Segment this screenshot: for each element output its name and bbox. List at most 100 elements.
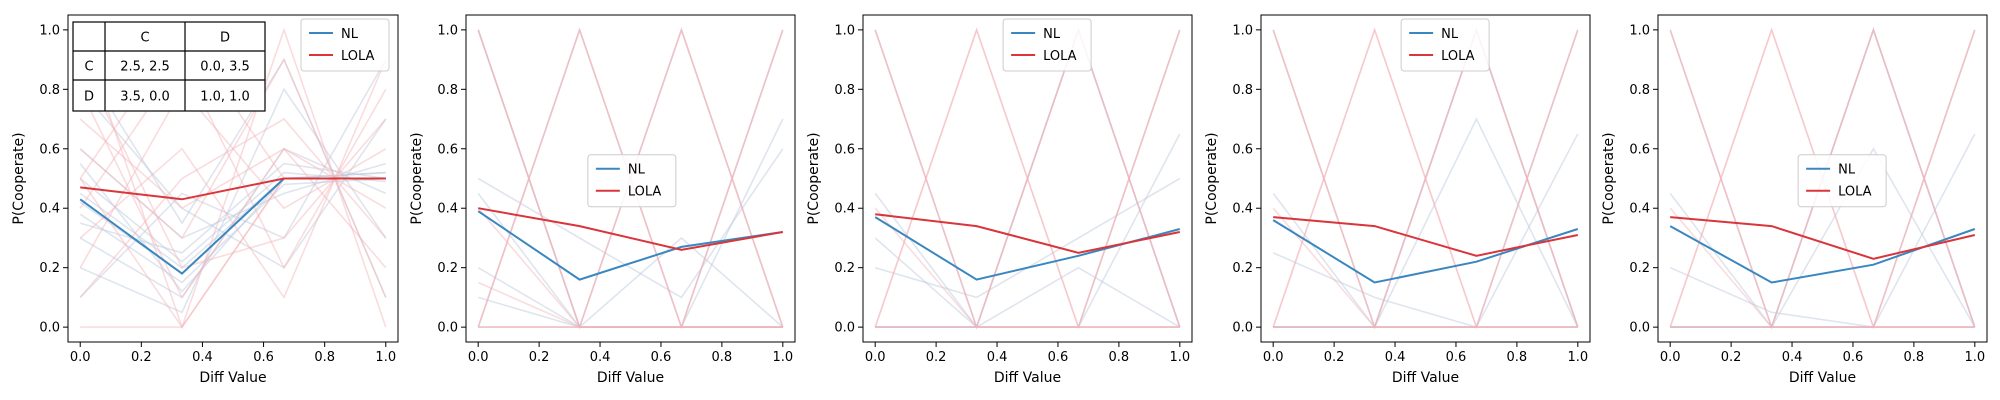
axes-frame bbox=[1260, 14, 1591, 343]
background-run-nl bbox=[874, 177, 1181, 299]
y-tick-label: 0.4 bbox=[437, 202, 458, 217]
x-axis-label: Diff Value bbox=[994, 370, 1061, 386]
x-tick-label: 0.2 bbox=[529, 350, 550, 365]
background-run-nl bbox=[477, 148, 784, 299]
payoff-table-header: D bbox=[220, 31, 230, 46]
background-run-nl bbox=[875, 29, 1181, 328]
background-run-lola bbox=[874, 207, 1180, 328]
legend-label-nl: NL bbox=[1441, 27, 1459, 42]
background-run-lola bbox=[874, 27, 1181, 330]
y-tick-label: 0.4 bbox=[1232, 202, 1253, 217]
axes-frame bbox=[1657, 14, 1988, 343]
legend: NL LOLA bbox=[587, 154, 677, 208]
x-tick-label: 0.2 bbox=[1324, 350, 1345, 365]
x-tick-label: 0.6 bbox=[1048, 350, 1069, 365]
legend-label-nl: NL bbox=[341, 27, 359, 42]
y-tick-label: 0.8 bbox=[834, 83, 855, 98]
background-run-lola bbox=[875, 29, 1181, 328]
x-tick-label: 1.0 bbox=[375, 350, 396, 365]
background-runs bbox=[1272, 27, 1579, 330]
background-run-nl bbox=[875, 133, 1181, 328]
legend-label-lola: LOLA bbox=[1838, 185, 1872, 200]
x-tick-label: 0.2 bbox=[926, 350, 947, 365]
x-tick-label: 1.0 bbox=[772, 350, 793, 365]
payoff-table-cell: 3.5, 0.0 bbox=[120, 90, 170, 105]
x-tick-label: 0.2 bbox=[131, 350, 152, 365]
y-tick-label: 1.0 bbox=[39, 23, 60, 38]
y-tick-label: 0.0 bbox=[1232, 321, 1253, 336]
background-run-nl bbox=[1670, 147, 1976, 328]
x-tick-label: 0.0 bbox=[70, 350, 91, 365]
chart-panel-3: 0.0 0.2 0.4 0.6 0.8 1.0 0.0 0.2 0.4 0.6 0.8 1.0 Diff… bbox=[806, 14, 1193, 386]
y-tick-label: 0.8 bbox=[1629, 83, 1650, 98]
x-tick-label: 0.4 bbox=[1385, 350, 1406, 365]
y-axis-label: P(Cooperate) bbox=[409, 132, 425, 224]
series-line-lola bbox=[875, 213, 1181, 254]
y-tick-label: 1.0 bbox=[437, 23, 458, 38]
y-tick-label: 0.0 bbox=[1629, 321, 1650, 336]
x-tick-label: 0.8 bbox=[1904, 350, 1925, 365]
background-run-nl bbox=[1669, 192, 1975, 328]
chart-panel-2: 0.0 0.2 0.4 0.6 0.8 1.0 0.0 0.2 0.4 0.6 0.8 1.0 Diff… bbox=[409, 14, 796, 386]
y-tick-label: 0.2 bbox=[437, 261, 458, 276]
x-axis-label: Diff Value bbox=[199, 370, 266, 386]
background-run-nl bbox=[79, 88, 387, 269]
background-run-lola bbox=[1670, 29, 1976, 328]
background-run-nl bbox=[874, 237, 1181, 329]
background-run-lola bbox=[477, 29, 783, 328]
background-run-nl bbox=[79, 171, 386, 269]
background-run-nl bbox=[478, 118, 784, 328]
chart-panel-4: 0.0 0.2 0.4 0.6 0.8 1.0 0.0 0.2 0.4 0.6 0.8 1.0 Diff… bbox=[1204, 14, 1591, 386]
payoff-table-cell: 2.5, 2.5 bbox=[120, 60, 170, 75]
legend-label-lola: LOLA bbox=[1441, 49, 1475, 64]
background-run-nl bbox=[477, 236, 784, 328]
background-run-lola bbox=[477, 207, 783, 328]
legend: NL LOLA bbox=[300, 18, 390, 72]
x-tick-label: 1.0 bbox=[1964, 350, 1985, 365]
y-axis-label: P(Cooperate) bbox=[1601, 132, 1617, 224]
y-tick-label: 1.0 bbox=[834, 23, 855, 38]
chart-panel-1: 0.0 0.2 0.4 0.6 0.8 1.0 0.0 0.2 0.4 0.6 0.8 1.0 Diff… bbox=[11, 14, 399, 386]
legend-label-nl: NL bbox=[1838, 163, 1856, 178]
background-run-nl bbox=[477, 29, 784, 328]
y-tick-label: 0.8 bbox=[1232, 83, 1253, 98]
y-axis-label: P(Cooperate) bbox=[1204, 132, 1220, 224]
background-run-nl bbox=[1273, 29, 1579, 328]
y-tick-label: 0.8 bbox=[437, 83, 458, 98]
series-line-lola bbox=[1670, 216, 1976, 260]
background-run-nl bbox=[874, 27, 1181, 330]
axes-frame bbox=[465, 14, 796, 343]
background-run-lola bbox=[1272, 27, 1579, 330]
y-tick-label: 0.4 bbox=[39, 202, 60, 217]
background-run-lola bbox=[1272, 27, 1578, 328]
y-tick-label: 0.0 bbox=[437, 321, 458, 336]
series-line-lola bbox=[80, 177, 386, 201]
background-run-nl bbox=[1273, 27, 1579, 328]
background-run-nl bbox=[1272, 27, 1579, 330]
x-axis-label: Diff Value bbox=[1392, 370, 1459, 386]
y-tick-label: 0.6 bbox=[437, 142, 458, 157]
background-run-nl bbox=[1272, 252, 1578, 328]
y-tick-label: 0.6 bbox=[1629, 142, 1650, 157]
series-line-nl bbox=[874, 216, 1181, 281]
x-tick-label: 0.8 bbox=[1109, 350, 1130, 365]
x-tick-label: 0.4 bbox=[192, 350, 213, 365]
y-axis-label: P(Cooperate) bbox=[806, 132, 822, 224]
x-tick-label: 0.0 bbox=[865, 350, 886, 365]
background-run-lola bbox=[477, 281, 783, 328]
background-run-nl bbox=[874, 192, 1180, 328]
x-tick-label: 0.8 bbox=[1507, 350, 1528, 365]
background-run-nl bbox=[1670, 133, 1976, 328]
series-line-lola bbox=[478, 207, 783, 251]
background-run-nl bbox=[1272, 192, 1578, 328]
x-tick-label: 0.4 bbox=[1782, 350, 1803, 365]
series-line-lola bbox=[1273, 216, 1579, 257]
x-tick-label: 0.0 bbox=[1660, 350, 1681, 365]
background-run-lola bbox=[1669, 29, 1975, 328]
x-tick-label: 0.4 bbox=[987, 350, 1008, 365]
series-line-nl bbox=[477, 210, 783, 281]
background-runs bbox=[874, 27, 1181, 330]
background-run-lola bbox=[1273, 29, 1579, 328]
y-tick-label: 0.6 bbox=[1232, 142, 1253, 157]
background-run-nl bbox=[875, 27, 1181, 328]
